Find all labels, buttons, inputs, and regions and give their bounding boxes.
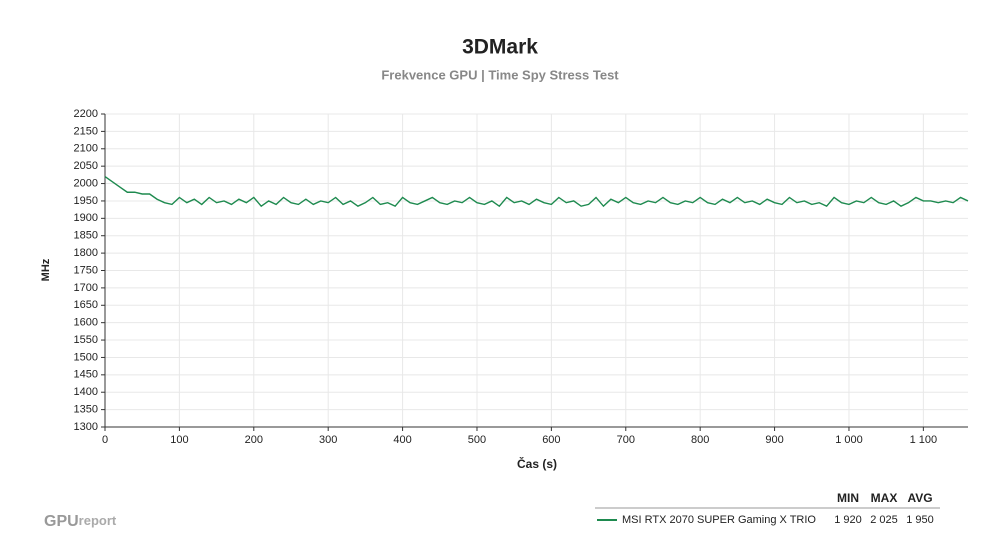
x-tick-label: 700 xyxy=(617,434,635,446)
y-tick-label: 1650 xyxy=(74,299,98,311)
y-tick-label: 1600 xyxy=(74,317,98,329)
y-tick-label: 1500 xyxy=(74,351,98,363)
stats-header: MIN xyxy=(837,491,859,505)
x-tick-label: 100 xyxy=(170,434,188,446)
y-tick-label: 1400 xyxy=(74,386,98,398)
y-tick-label: 1700 xyxy=(74,282,98,294)
x-tick-label: 200 xyxy=(245,434,263,446)
y-tick-label: 1750 xyxy=(74,264,98,276)
data-line xyxy=(104,176,969,208)
x-tick-label: 0 xyxy=(102,434,108,446)
y-tick-label: 1450 xyxy=(74,369,98,381)
chart-subtitle: Frekvence GPU | Time Spy Stress Test xyxy=(381,67,619,82)
y-tick-label: 1350 xyxy=(74,404,98,416)
y-tick-label: 2100 xyxy=(74,143,98,155)
legend-label: MSI RTX 2070 SUPER Gaming X TRIO xyxy=(622,514,816,526)
x-tick-label: 500 xyxy=(468,434,486,446)
stats-header: MAX xyxy=(871,491,898,505)
y-tick-label: 1900 xyxy=(74,212,98,224)
y-axis-label: MHz xyxy=(40,258,52,281)
stats-value: 1 920 xyxy=(834,514,862,526)
x-axis-label: Čas (s) xyxy=(517,456,557,471)
y-tick-label: 2150 xyxy=(74,125,98,137)
x-tick-label: 1 000 xyxy=(835,434,863,446)
x-tick-label: 900 xyxy=(765,434,783,446)
logo-light: report xyxy=(79,513,117,528)
stats-value: 2 025 xyxy=(870,514,898,526)
stats-header: AVG xyxy=(907,491,932,505)
y-tick-label: 2200 xyxy=(74,108,98,120)
y-tick-label: 2050 xyxy=(74,160,98,172)
y-tick-label: 1800 xyxy=(74,247,98,259)
x-tick-label: 600 xyxy=(542,434,560,446)
y-tick-label: 1550 xyxy=(74,334,98,346)
y-tick-label: 1850 xyxy=(74,230,98,242)
y-tick-label: 2000 xyxy=(74,177,98,189)
stats-value: 1 950 xyxy=(906,514,934,526)
y-tick-label: 1950 xyxy=(74,195,98,207)
chart-title: 3DMark xyxy=(462,36,538,59)
logo: GPUreport xyxy=(44,513,117,530)
logo-bold: GPU xyxy=(44,513,79,530)
x-tick-label: 400 xyxy=(393,434,411,446)
x-tick-label: 300 xyxy=(319,434,337,446)
x-tick-label: 800 xyxy=(691,434,709,446)
y-tick-label: 1300 xyxy=(74,421,98,433)
x-tick-label: 1 100 xyxy=(910,434,938,446)
